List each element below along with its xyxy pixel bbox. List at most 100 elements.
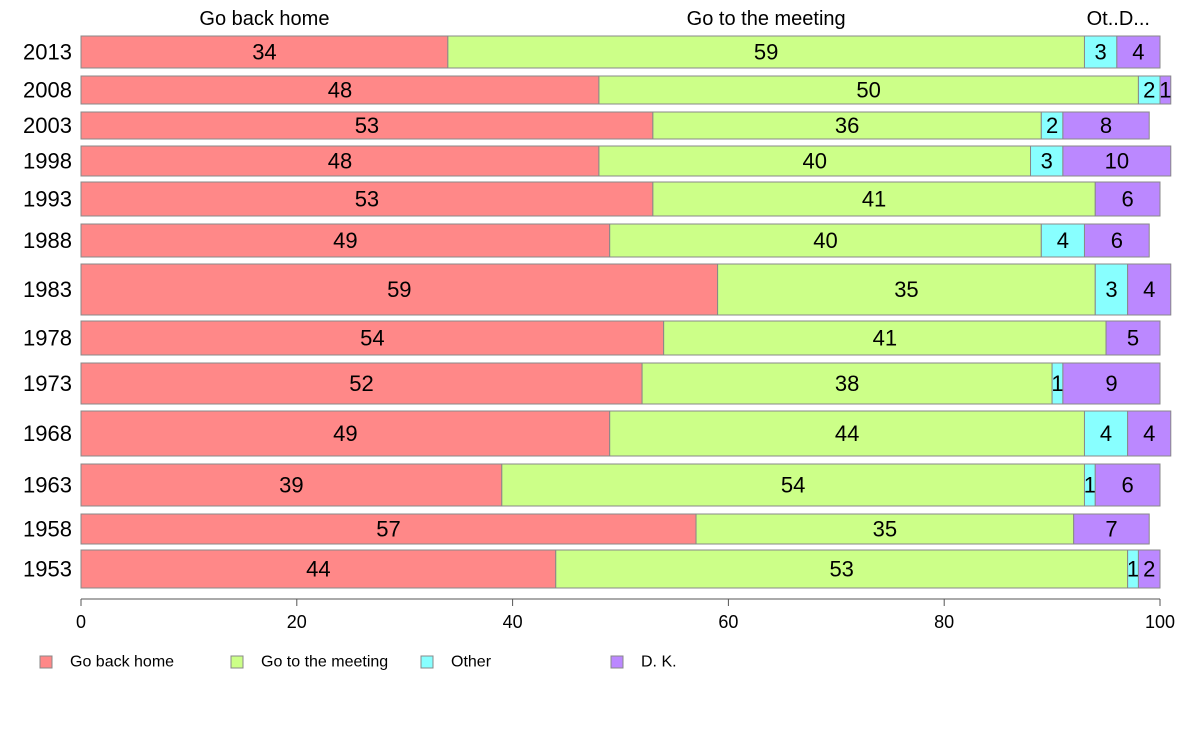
bar-segment-1958-go-back-home — [80, 513, 697, 545]
bar-segment-1988-go-back-home — [80, 223, 611, 258]
x-tick-label-60: 60 — [718, 612, 738, 632]
bar-segment-1988-d-k — [1083, 223, 1150, 258]
data-label-2008-go-back-home: 48 — [328, 78, 352, 103]
data-label-1973-go-to-the-meeting: 38 — [835, 371, 859, 396]
data-label-1998-go-back-home: 48 — [328, 149, 352, 174]
x-tick-label-20: 20 — [287, 612, 307, 632]
x-tick-label-80: 80 — [934, 612, 954, 632]
bar-segment-2003-go-back-home — [80, 111, 654, 140]
data-label-2008-d-k: 1 — [1159, 78, 1171, 103]
legend-swatch-d-k — [610, 655, 624, 669]
bar-segment-1968-d-k — [1127, 410, 1172, 457]
bar-segment-1963-d-k — [1094, 463, 1161, 507]
data-label-1998-other: 3 — [1041, 149, 1053, 174]
data-label-2013-other: 3 — [1095, 40, 1107, 65]
bar-segment-2013-other — [1083, 35, 1118, 69]
data-label-1953-go-to-the-meeting: 53 — [829, 557, 853, 582]
year-label-1953: 1953 — [23, 557, 72, 582]
bar-segment-2008-go-to-the-meeting — [598, 75, 1139, 105]
bar-segment-1973-go-back-home — [80, 362, 643, 405]
bar-segment-1953-d-k — [1137, 549, 1161, 589]
bar-segment-1973-d-k — [1062, 362, 1161, 405]
data-label-1973-go-back-home: 52 — [349, 371, 373, 396]
year-label-1978: 1978 — [23, 326, 72, 351]
data-label-2013-go-to-the-meeting: 59 — [754, 40, 778, 65]
data-label-1973-d-k: 9 — [1105, 371, 1117, 396]
data-label-1998-d-k: 10 — [1105, 149, 1129, 174]
bar-segment-2003-go-to-the-meeting — [652, 111, 1042, 140]
bar-segment-1988-other — [1040, 223, 1085, 258]
bar-segment-1983-go-to-the-meeting — [717, 263, 1096, 316]
data-label-1993-go-back-home: 53 — [355, 187, 379, 212]
bar-segment-2013-d-k — [1116, 35, 1161, 69]
data-label-1968-other: 4 — [1100, 421, 1112, 446]
data-label-2003-d-k: 8 — [1100, 113, 1112, 138]
data-label-1968-go-back-home: 49 — [333, 421, 357, 446]
year-label-1973: 1973 — [23, 371, 72, 396]
data-label-1983-go-to-the-meeting: 35 — [894, 277, 918, 302]
x-tick-label-0: 0 — [76, 612, 86, 632]
data-label-1963-go-to-the-meeting: 54 — [781, 473, 805, 498]
data-label-1978-d-k: 5 — [1127, 326, 1139, 351]
data-label-1963-d-k: 6 — [1122, 473, 1134, 498]
data-label-1973-other: 1 — [1051, 371, 1063, 396]
bar-segment-1993-d-k — [1094, 181, 1161, 217]
data-label-1953-d-k: 2 — [1143, 557, 1155, 582]
bar-segment-1958-d-k — [1073, 513, 1150, 545]
column-header-ot: Ot.. — [1087, 8, 1119, 30]
year-label-2008: 2008 — [23, 78, 72, 103]
bar-segment-1993-go-back-home — [80, 181, 654, 217]
legend-label-go-back-home: Go back home — [70, 654, 174, 671]
bar-segment-2003-d-k — [1062, 111, 1150, 140]
year-label-2013: 2013 — [23, 40, 72, 65]
data-label-1988-go-to-the-meeting: 40 — [813, 228, 837, 253]
data-label-1988-go-back-home: 49 — [333, 228, 357, 253]
column-header-d: D... — [1119, 8, 1150, 30]
data-label-1978-go-back-home: 54 — [360, 326, 384, 351]
data-label-2008-go-to-the-meeting: 50 — [856, 78, 880, 103]
bar-segment-1953-go-to-the-meeting — [555, 549, 1129, 589]
data-label-2008-other: 2 — [1143, 78, 1155, 103]
legend-swatch-go-to-the-meeting — [230, 655, 244, 669]
bar-segment-1963-go-back-home — [80, 463, 503, 507]
bar-segment-2008-d-k — [1159, 75, 1172, 105]
data-label-1988-other: 4 — [1057, 228, 1069, 253]
x-tick-label-40: 40 — [503, 612, 523, 632]
data-label-2003-go-back-home: 53 — [355, 113, 379, 138]
bar-segment-1988-go-to-the-meeting — [609, 223, 1042, 258]
x-axis: 0 20 40 60 80 100 — [76, 598, 1175, 632]
year-label-1983: 1983 — [23, 277, 72, 302]
data-label-1983-other: 3 — [1105, 277, 1117, 302]
data-label-1993-go-to-the-meeting: 41 — [862, 187, 886, 212]
bar-segment-1998-d-k — [1062, 145, 1172, 177]
data-label-1988-d-k: 6 — [1111, 228, 1123, 253]
bar-segment-2013-go-back-home — [80, 35, 449, 69]
bar-segment-1983-go-back-home — [80, 263, 719, 316]
data-label-1963-other: 1 — [1084, 473, 1096, 498]
data-label-2003-other: 2 — [1046, 113, 1058, 138]
year-label-1988: 1988 — [23, 228, 72, 253]
year-label-2003: 2003 — [23, 113, 72, 138]
column-header-go-back-home: Go back home — [199, 8, 329, 30]
data-label-2003-go-to-the-meeting: 36 — [835, 113, 859, 138]
legend-swatch-go-back-home — [39, 655, 53, 669]
year-label-1998: 1998 — [23, 149, 72, 174]
bar-segment-1958-go-to-the-meeting — [695, 513, 1075, 545]
legend-label-d-k: D. K. — [641, 654, 677, 671]
bar-segment-1998-go-to-the-meeting — [598, 145, 1032, 177]
data-label-1953-go-back-home: 44 — [306, 557, 330, 582]
legend-label-other: Other — [451, 654, 492, 671]
data-label-1968-go-to-the-meeting: 44 — [835, 421, 859, 446]
bar-segment-2008-go-back-home — [80, 75, 600, 105]
data-label-1958-go-to-the-meeting: 35 — [873, 517, 897, 542]
year-label-1993: 1993 — [23, 187, 72, 212]
data-label-1998-go-to-the-meeting: 40 — [802, 149, 826, 174]
bar-segment-1983-d-k — [1127, 263, 1172, 316]
bar-segment-1968-go-back-home — [80, 410, 611, 457]
year-label-1963: 1963 — [23, 473, 72, 498]
data-label-1978-go-to-the-meeting: 41 — [873, 326, 897, 351]
data-label-1963-go-back-home: 39 — [279, 473, 303, 498]
bar-segment-1953-go-back-home — [80, 549, 557, 589]
